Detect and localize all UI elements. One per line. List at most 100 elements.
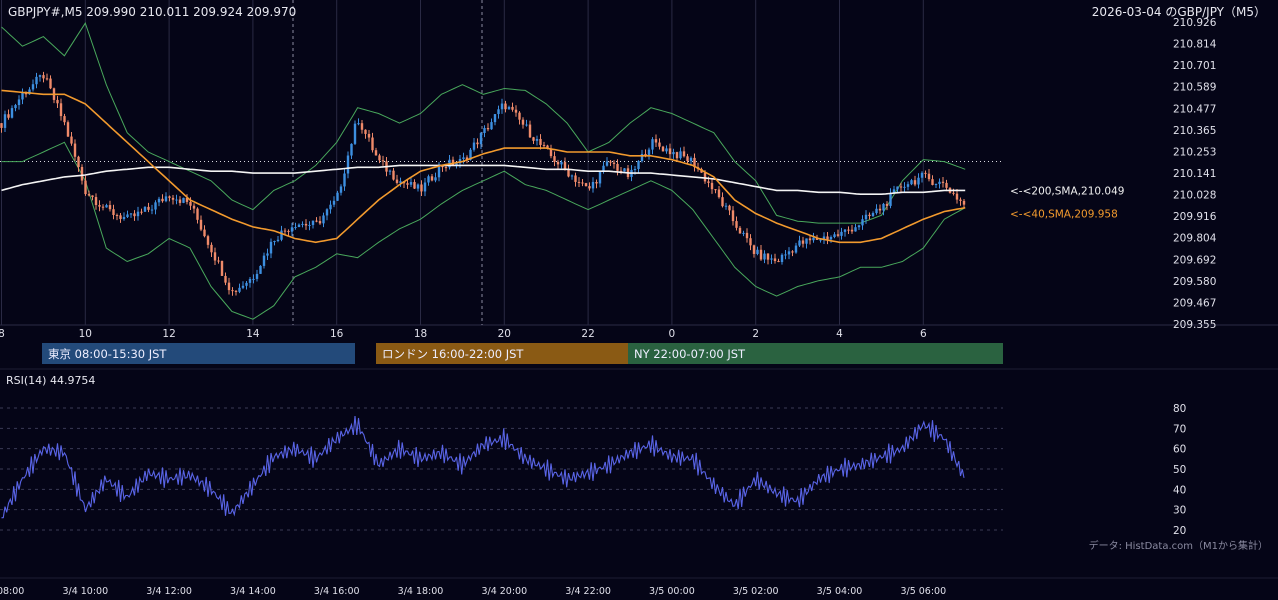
candle-body	[31, 84, 35, 90]
session-label-tokyo: 東京 08:00-15:30 JST	[48, 347, 167, 361]
candle-body	[304, 223, 308, 226]
candlesticks	[0, 71, 966, 296]
candle-body	[717, 189, 721, 198]
candle-body	[28, 89, 31, 95]
candle-body	[535, 138, 539, 141]
price-tick-label: 209.692	[1173, 254, 1216, 266]
candle-body	[752, 245, 756, 254]
candle-body	[553, 156, 556, 162]
candle-body	[623, 168, 626, 172]
candle-body	[836, 234, 840, 236]
hour-tick-label: 2	[752, 328, 759, 340]
candle-body	[182, 197, 185, 203]
candle-body	[7, 114, 10, 118]
sma-line-1	[1, 89, 966, 244]
candle-body	[822, 236, 826, 240]
candle-body	[224, 275, 227, 283]
candle-body	[469, 149, 472, 160]
candle-body	[413, 182, 416, 189]
candle-body	[420, 184, 423, 192]
candle-body	[266, 253, 269, 256]
candle-body	[458, 158, 462, 164]
candle-body	[749, 238, 752, 246]
candle-body	[77, 156, 80, 168]
candle-body	[308, 224, 311, 226]
sma-line-0	[1, 164, 966, 195]
candle-body	[703, 172, 707, 182]
sma200-label: <-<200,SMA,210.049	[1010, 185, 1124, 197]
candle-body	[567, 168, 570, 177]
candle-body	[189, 201, 192, 206]
price-tick-label: 209.355	[1173, 319, 1216, 331]
candle-body	[756, 249, 759, 254]
candle-body	[168, 196, 171, 198]
price-tick-label: 209.804	[1173, 233, 1217, 245]
candle-body	[203, 229, 206, 237]
price-tick-label: 210.589	[1173, 82, 1216, 94]
candle-body	[115, 215, 119, 217]
candle-body	[766, 253, 770, 260]
hour-tick-label: 6	[920, 328, 927, 340]
candle-body	[735, 221, 738, 228]
candle-body	[864, 214, 868, 220]
candle-body	[738, 227, 742, 234]
date-tick-label: 3/4 14:00	[230, 586, 276, 597]
candle-body	[556, 161, 560, 165]
candle-body	[882, 203, 885, 211]
candle-body	[248, 278, 252, 283]
candle-body	[546, 145, 549, 149]
candle-body	[192, 205, 196, 209]
candle-body	[472, 142, 476, 150]
candle-body	[819, 239, 822, 241]
rsi-series-line	[1, 416, 965, 519]
candle-body	[892, 189, 896, 193]
candle-body	[658, 142, 661, 147]
data-credit: データ: HistData.com（M1から集計）	[1089, 539, 1268, 552]
candle-body	[840, 231, 843, 236]
candle-body	[196, 208, 199, 220]
candle-body	[829, 237, 833, 240]
candle-body	[679, 151, 682, 159]
candle-body	[416, 184, 420, 189]
candle-body	[59, 103, 63, 117]
candle-body	[584, 183, 588, 187]
candle-body	[714, 189, 717, 191]
candle-body	[521, 119, 525, 125]
candle-body	[3, 114, 7, 128]
candle-body	[35, 76, 38, 85]
candle-body	[126, 214, 129, 218]
price-axis: 210.926 210.814 210.701 210.589 210.477 210.3…	[1173, 17, 1217, 331]
candle-body	[150, 209, 154, 211]
candle-body	[332, 200, 336, 205]
bollinger_lower-line	[1, 141, 966, 320]
candle-body	[871, 213, 875, 217]
session-band-tokyo	[42, 343, 355, 364]
candle-body	[511, 106, 514, 110]
candle-body	[227, 282, 231, 291]
candle-body	[787, 251, 791, 255]
candle-body	[875, 208, 878, 214]
candle-body	[367, 133, 371, 138]
candle-body	[73, 143, 77, 157]
candle-body	[525, 124, 528, 126]
candle-body	[133, 213, 136, 217]
candle-body	[826, 236, 829, 240]
rsi-tick-label: 80	[1173, 403, 1186, 415]
candle-body	[889, 192, 892, 206]
hour-tick-label: 14	[246, 328, 260, 340]
candle-body	[654, 139, 658, 143]
date-tick-label: 3/4 16:00	[314, 586, 360, 597]
rsi-tick-label: 70	[1173, 423, 1186, 435]
candle-body	[910, 180, 913, 185]
price-tick-label: 210.028	[1173, 190, 1216, 202]
candle-body	[122, 217, 126, 220]
candle-body	[668, 148, 672, 155]
rsi-tick-label: 60	[1173, 444, 1186, 456]
candle-body	[276, 239, 280, 242]
candle-body	[868, 214, 871, 217]
candle-body	[171, 197, 175, 200]
candle-body	[693, 157, 696, 168]
candle-body	[777, 261, 780, 263]
candle-body	[280, 230, 283, 240]
